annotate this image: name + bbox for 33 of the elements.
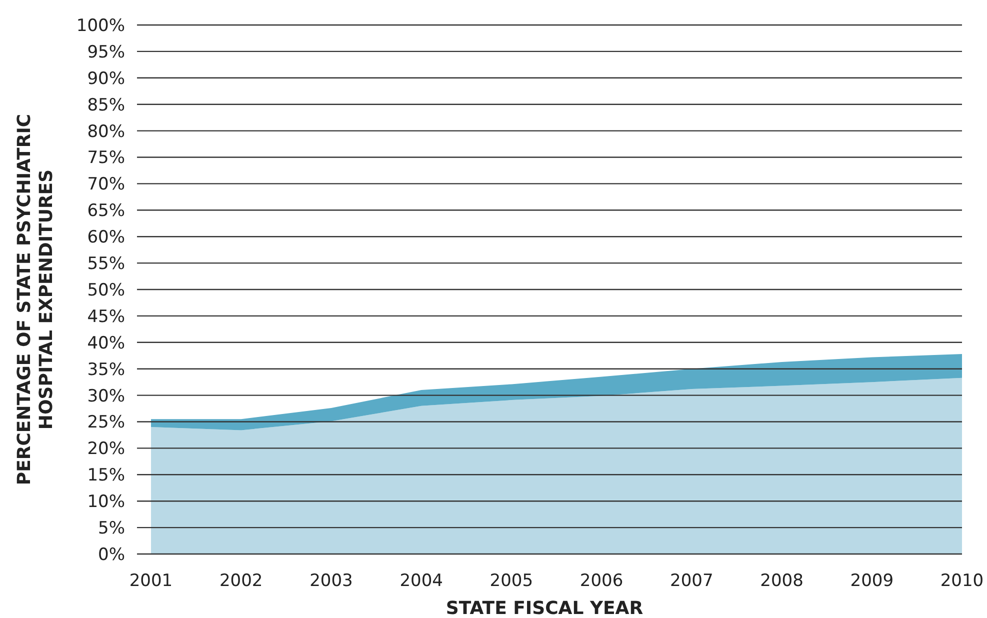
y-tick-label: 70% [87, 174, 125, 195]
y-tick-label: 20% [87, 439, 125, 460]
y-tick-label: 15% [87, 466, 125, 486]
y-tick-label: 25% [87, 412, 125, 433]
y-tick-label: 30% [87, 386, 125, 406]
x-tick-label: 2010 [940, 571, 984, 591]
x-tick-label: 2005 [490, 571, 534, 591]
x-tick-label: 2008 [760, 571, 804, 591]
y-tick-label: 75% [87, 148, 125, 168]
y-tick-label: 90% [87, 68, 125, 89]
x-axis-title: STATE FISCAL YEAR [446, 598, 644, 618]
y-axis-title: PERCENTAGE OF STATE PSYCHIATRIC HOSPITAL EXPENDITURES [14, 114, 57, 486]
y-tick-label: 100% [76, 16, 125, 36]
x-tick-label: 2003 [310, 571, 353, 591]
y-tick-label: 65% [87, 201, 125, 222]
y-tick-label: 95% [87, 42, 125, 62]
x-tick-label: 2007 [670, 571, 714, 591]
x-tick-label: 2002 [219, 571, 263, 591]
x-tick-label: 2009 [850, 571, 894, 591]
y-tick-label: 40% [87, 333, 125, 354]
y-tick-label: 35% [87, 360, 125, 380]
x-tick-label: 2004 [400, 571, 443, 591]
y-tick-label: 80% [87, 122, 125, 142]
y-tick-label: 55% [87, 254, 125, 274]
y-tick-label: 85% [87, 95, 125, 116]
y-tick-label: 60% [87, 228, 125, 248]
y-tick-label: 45% [87, 306, 125, 327]
x-tick-label: 2006 [580, 571, 624, 591]
y-tick-label: 0% [98, 544, 125, 565]
y-tick-label: 10% [87, 492, 125, 512]
x-tick-label: 2001 [129, 571, 173, 591]
y-tick-label: 5% [98, 518, 125, 538]
y-tick-label: 50% [87, 280, 125, 300]
